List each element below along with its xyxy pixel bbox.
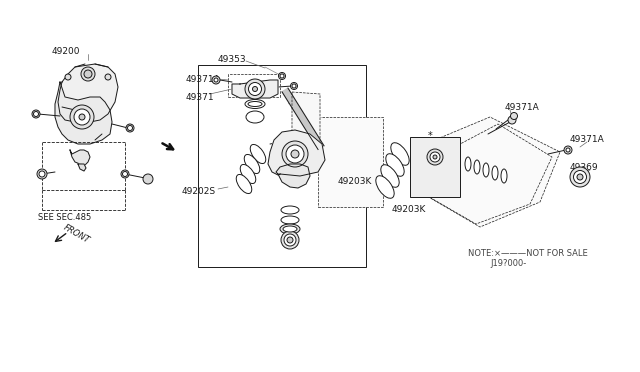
Circle shape (287, 237, 293, 243)
Circle shape (127, 125, 132, 131)
Circle shape (81, 67, 95, 81)
Polygon shape (268, 130, 325, 176)
Ellipse shape (280, 224, 300, 234)
Bar (318, 117, 383, 207)
Ellipse shape (474, 160, 480, 174)
Ellipse shape (391, 143, 409, 165)
Bar (410, 137, 460, 197)
Circle shape (508, 116, 516, 124)
Circle shape (214, 78, 218, 82)
Text: 49371: 49371 (186, 93, 214, 102)
Ellipse shape (283, 226, 297, 232)
Circle shape (564, 146, 572, 154)
Polygon shape (58, 64, 118, 122)
Polygon shape (292, 92, 320, 152)
Ellipse shape (250, 144, 266, 164)
Circle shape (281, 231, 299, 249)
Text: 49371A: 49371A (186, 74, 221, 83)
Ellipse shape (376, 176, 394, 198)
Text: *: * (428, 131, 433, 141)
Circle shape (286, 145, 304, 163)
Ellipse shape (483, 163, 489, 177)
Circle shape (284, 234, 296, 246)
Polygon shape (232, 80, 278, 98)
Circle shape (278, 73, 285, 80)
Circle shape (573, 170, 586, 183)
Circle shape (511, 112, 518, 119)
Ellipse shape (381, 165, 399, 187)
Circle shape (282, 141, 308, 167)
Polygon shape (282, 88, 324, 150)
Circle shape (292, 84, 296, 88)
Ellipse shape (244, 154, 260, 174)
Circle shape (427, 149, 443, 165)
Ellipse shape (465, 157, 471, 171)
Circle shape (32, 110, 40, 118)
Text: 49203K: 49203K (392, 205, 426, 214)
Circle shape (430, 152, 440, 162)
Text: NOTE:×———NOT FOR SALE: NOTE:×———NOT FOR SALE (468, 250, 588, 259)
Text: 49203K: 49203K (338, 177, 372, 186)
Text: 49202S: 49202S (182, 187, 216, 196)
Circle shape (566, 148, 570, 152)
Text: 49371A: 49371A (570, 135, 605, 144)
Circle shape (433, 155, 437, 159)
Ellipse shape (246, 111, 264, 123)
Ellipse shape (492, 166, 498, 180)
Circle shape (126, 124, 134, 132)
Ellipse shape (281, 216, 299, 224)
Circle shape (143, 174, 153, 184)
Circle shape (570, 167, 590, 187)
Circle shape (291, 83, 298, 90)
Circle shape (37, 169, 47, 179)
Circle shape (65, 74, 71, 80)
Polygon shape (276, 164, 310, 188)
Circle shape (122, 171, 127, 176)
Circle shape (253, 87, 257, 92)
Circle shape (70, 105, 94, 129)
Polygon shape (420, 117, 560, 227)
Ellipse shape (248, 102, 262, 106)
Circle shape (245, 79, 265, 99)
Ellipse shape (236, 174, 252, 193)
Circle shape (74, 109, 90, 125)
Bar (198, 65, 366, 267)
Polygon shape (78, 164, 86, 171)
Circle shape (577, 174, 583, 180)
Text: 49371A: 49371A (505, 103, 540, 112)
Circle shape (105, 74, 111, 80)
Ellipse shape (240, 164, 256, 183)
Text: 49353: 49353 (218, 55, 246, 64)
Polygon shape (70, 150, 90, 165)
Text: 49369: 49369 (570, 163, 598, 171)
Ellipse shape (245, 99, 265, 109)
Text: J19?000-: J19?000- (490, 260, 526, 269)
Circle shape (212, 76, 220, 84)
Circle shape (280, 74, 284, 78)
Text: *: * (305, 117, 310, 127)
Circle shape (84, 70, 92, 78)
Circle shape (39, 171, 45, 177)
Circle shape (291, 150, 299, 158)
Circle shape (121, 170, 129, 178)
Circle shape (33, 112, 38, 116)
Circle shape (248, 83, 262, 96)
Text: SEE SEC.485: SEE SEC.485 (38, 212, 92, 221)
Polygon shape (55, 82, 112, 144)
Ellipse shape (281, 206, 299, 214)
Circle shape (79, 114, 85, 120)
Text: FRONT: FRONT (62, 223, 92, 245)
Text: 49200: 49200 (52, 48, 81, 57)
Ellipse shape (501, 169, 507, 183)
Ellipse shape (386, 154, 404, 176)
